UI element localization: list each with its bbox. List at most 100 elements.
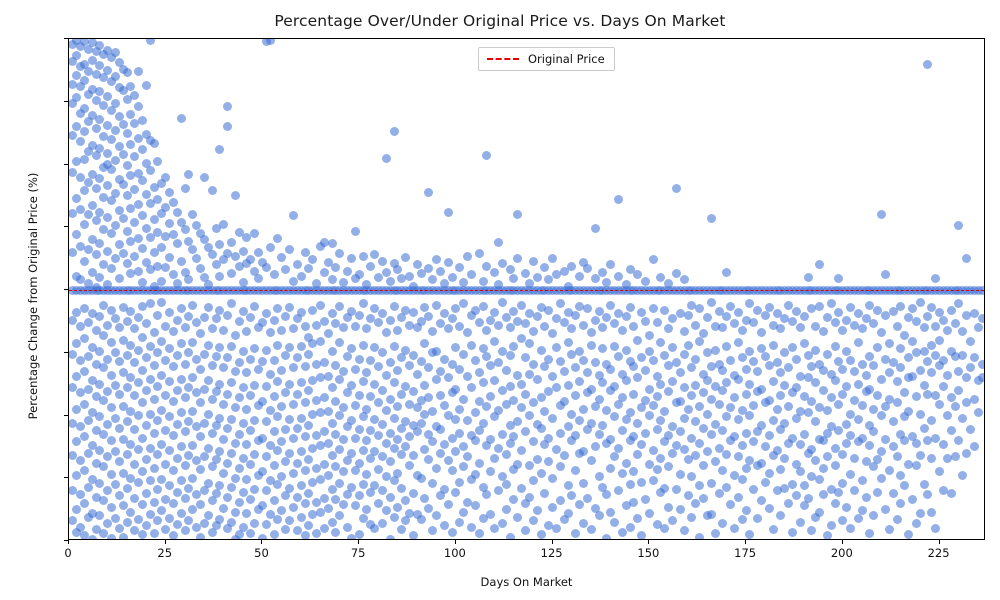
scatter-point	[188, 373, 198, 383]
scatter-point	[393, 468, 403, 478]
scatter-point	[389, 127, 399, 137]
scatter-point	[103, 486, 113, 496]
scatter-point	[513, 370, 523, 380]
scatter-point	[196, 364, 206, 374]
scatter-point	[517, 334, 527, 344]
legend[interactable]: Original Price	[478, 47, 615, 71]
scatter-point	[122, 316, 132, 326]
scatter-point	[172, 453, 182, 463]
scatter-point	[103, 280, 113, 290]
scatter-point	[72, 437, 82, 447]
scatter-point	[590, 358, 600, 368]
scatter-point	[296, 481, 306, 491]
scatter-point	[107, 229, 117, 239]
scatter-point	[896, 344, 906, 354]
scatter-point	[907, 372, 917, 382]
scatter-point	[799, 392, 809, 402]
scatter-point	[455, 364, 465, 374]
scatter-point	[292, 353, 302, 363]
scatter-point	[215, 144, 225, 154]
scatter-point	[486, 315, 496, 325]
scatter-point	[161, 426, 171, 436]
scatter-point	[91, 325, 101, 335]
scatter-point	[799, 501, 809, 511]
scatter-point	[563, 422, 573, 432]
scatter-point	[497, 518, 507, 528]
scatter-point	[710, 528, 720, 538]
scatter-point	[730, 393, 739, 403]
scatter-point	[853, 437, 863, 447]
scatter-point	[362, 505, 372, 515]
scatter-point	[172, 207, 182, 217]
scatter-point	[656, 379, 666, 389]
scatter-point	[784, 300, 794, 310]
scatter-point	[315, 408, 325, 418]
scatter-point	[509, 341, 519, 351]
scatter-point	[594, 511, 604, 521]
scatter-point	[250, 380, 260, 390]
scatter-point	[737, 475, 747, 484]
scatter-point	[493, 358, 503, 368]
scatter-point	[691, 417, 701, 427]
scatter-point	[408, 308, 418, 318]
scatter-point	[184, 236, 194, 246]
scatter-point	[683, 404, 693, 414]
scatter-point	[710, 382, 720, 392]
scatter-point	[281, 424, 291, 434]
scatter-point	[741, 389, 751, 399]
scatter-point	[339, 277, 349, 287]
scatter-point	[780, 418, 790, 428]
x-axis-label: Days On Market	[480, 575, 573, 589]
scatter-point	[219, 434, 229, 444]
scatter-point	[327, 451, 337, 461]
scatter-point	[323, 372, 333, 382]
scatter-point	[664, 387, 674, 397]
scatter-point	[907, 432, 917, 442]
scatter-point	[69, 57, 78, 67]
scatter-point	[188, 210, 198, 220]
scatter-point	[737, 325, 747, 335]
x-tick-label: 75	[350, 546, 366, 560]
scatter-point	[230, 191, 240, 201]
scatter-point	[308, 339, 318, 349]
scatter-point	[377, 452, 387, 462]
scatter-point	[602, 359, 612, 369]
plot-area	[68, 38, 985, 540]
scatter-point	[830, 318, 840, 328]
scatter-point	[575, 301, 585, 311]
scatter-point	[880, 310, 890, 320]
scatter-point	[579, 320, 589, 330]
scatter-point	[625, 357, 635, 367]
scatter-point	[157, 276, 167, 286]
scatter-point	[157, 405, 167, 415]
scatter-point	[346, 448, 356, 458]
scatter-point	[563, 380, 573, 390]
scatter-point	[478, 513, 488, 523]
scatter-point	[273, 377, 283, 387]
scatter-point	[451, 487, 461, 497]
scatter-point	[830, 375, 840, 385]
scatter-point	[501, 505, 511, 515]
scatter-point	[141, 224, 151, 233]
scatter-point	[99, 363, 109, 373]
scatter-point	[919, 480, 929, 490]
scatter-point	[339, 500, 349, 510]
original-price-line	[69, 290, 984, 291]
scatter-point	[532, 506, 542, 516]
scatter-point	[668, 343, 678, 353]
scatter-point	[439, 485, 449, 495]
scatter-point	[114, 240, 124, 250]
scatter-point	[122, 483, 132, 493]
scatter-point	[83, 67, 93, 77]
scatter-point	[846, 523, 856, 533]
scatter-point	[722, 412, 732, 422]
scatter-point	[482, 325, 492, 335]
scatter-point	[76, 42, 86, 52]
scatter-point	[575, 346, 585, 356]
scatter-point	[563, 481, 573, 491]
scatter-point	[103, 518, 113, 528]
scatter-point	[103, 181, 113, 191]
scatter-point	[269, 315, 279, 325]
scatter-point	[184, 483, 194, 493]
scatter-point	[679, 383, 689, 393]
